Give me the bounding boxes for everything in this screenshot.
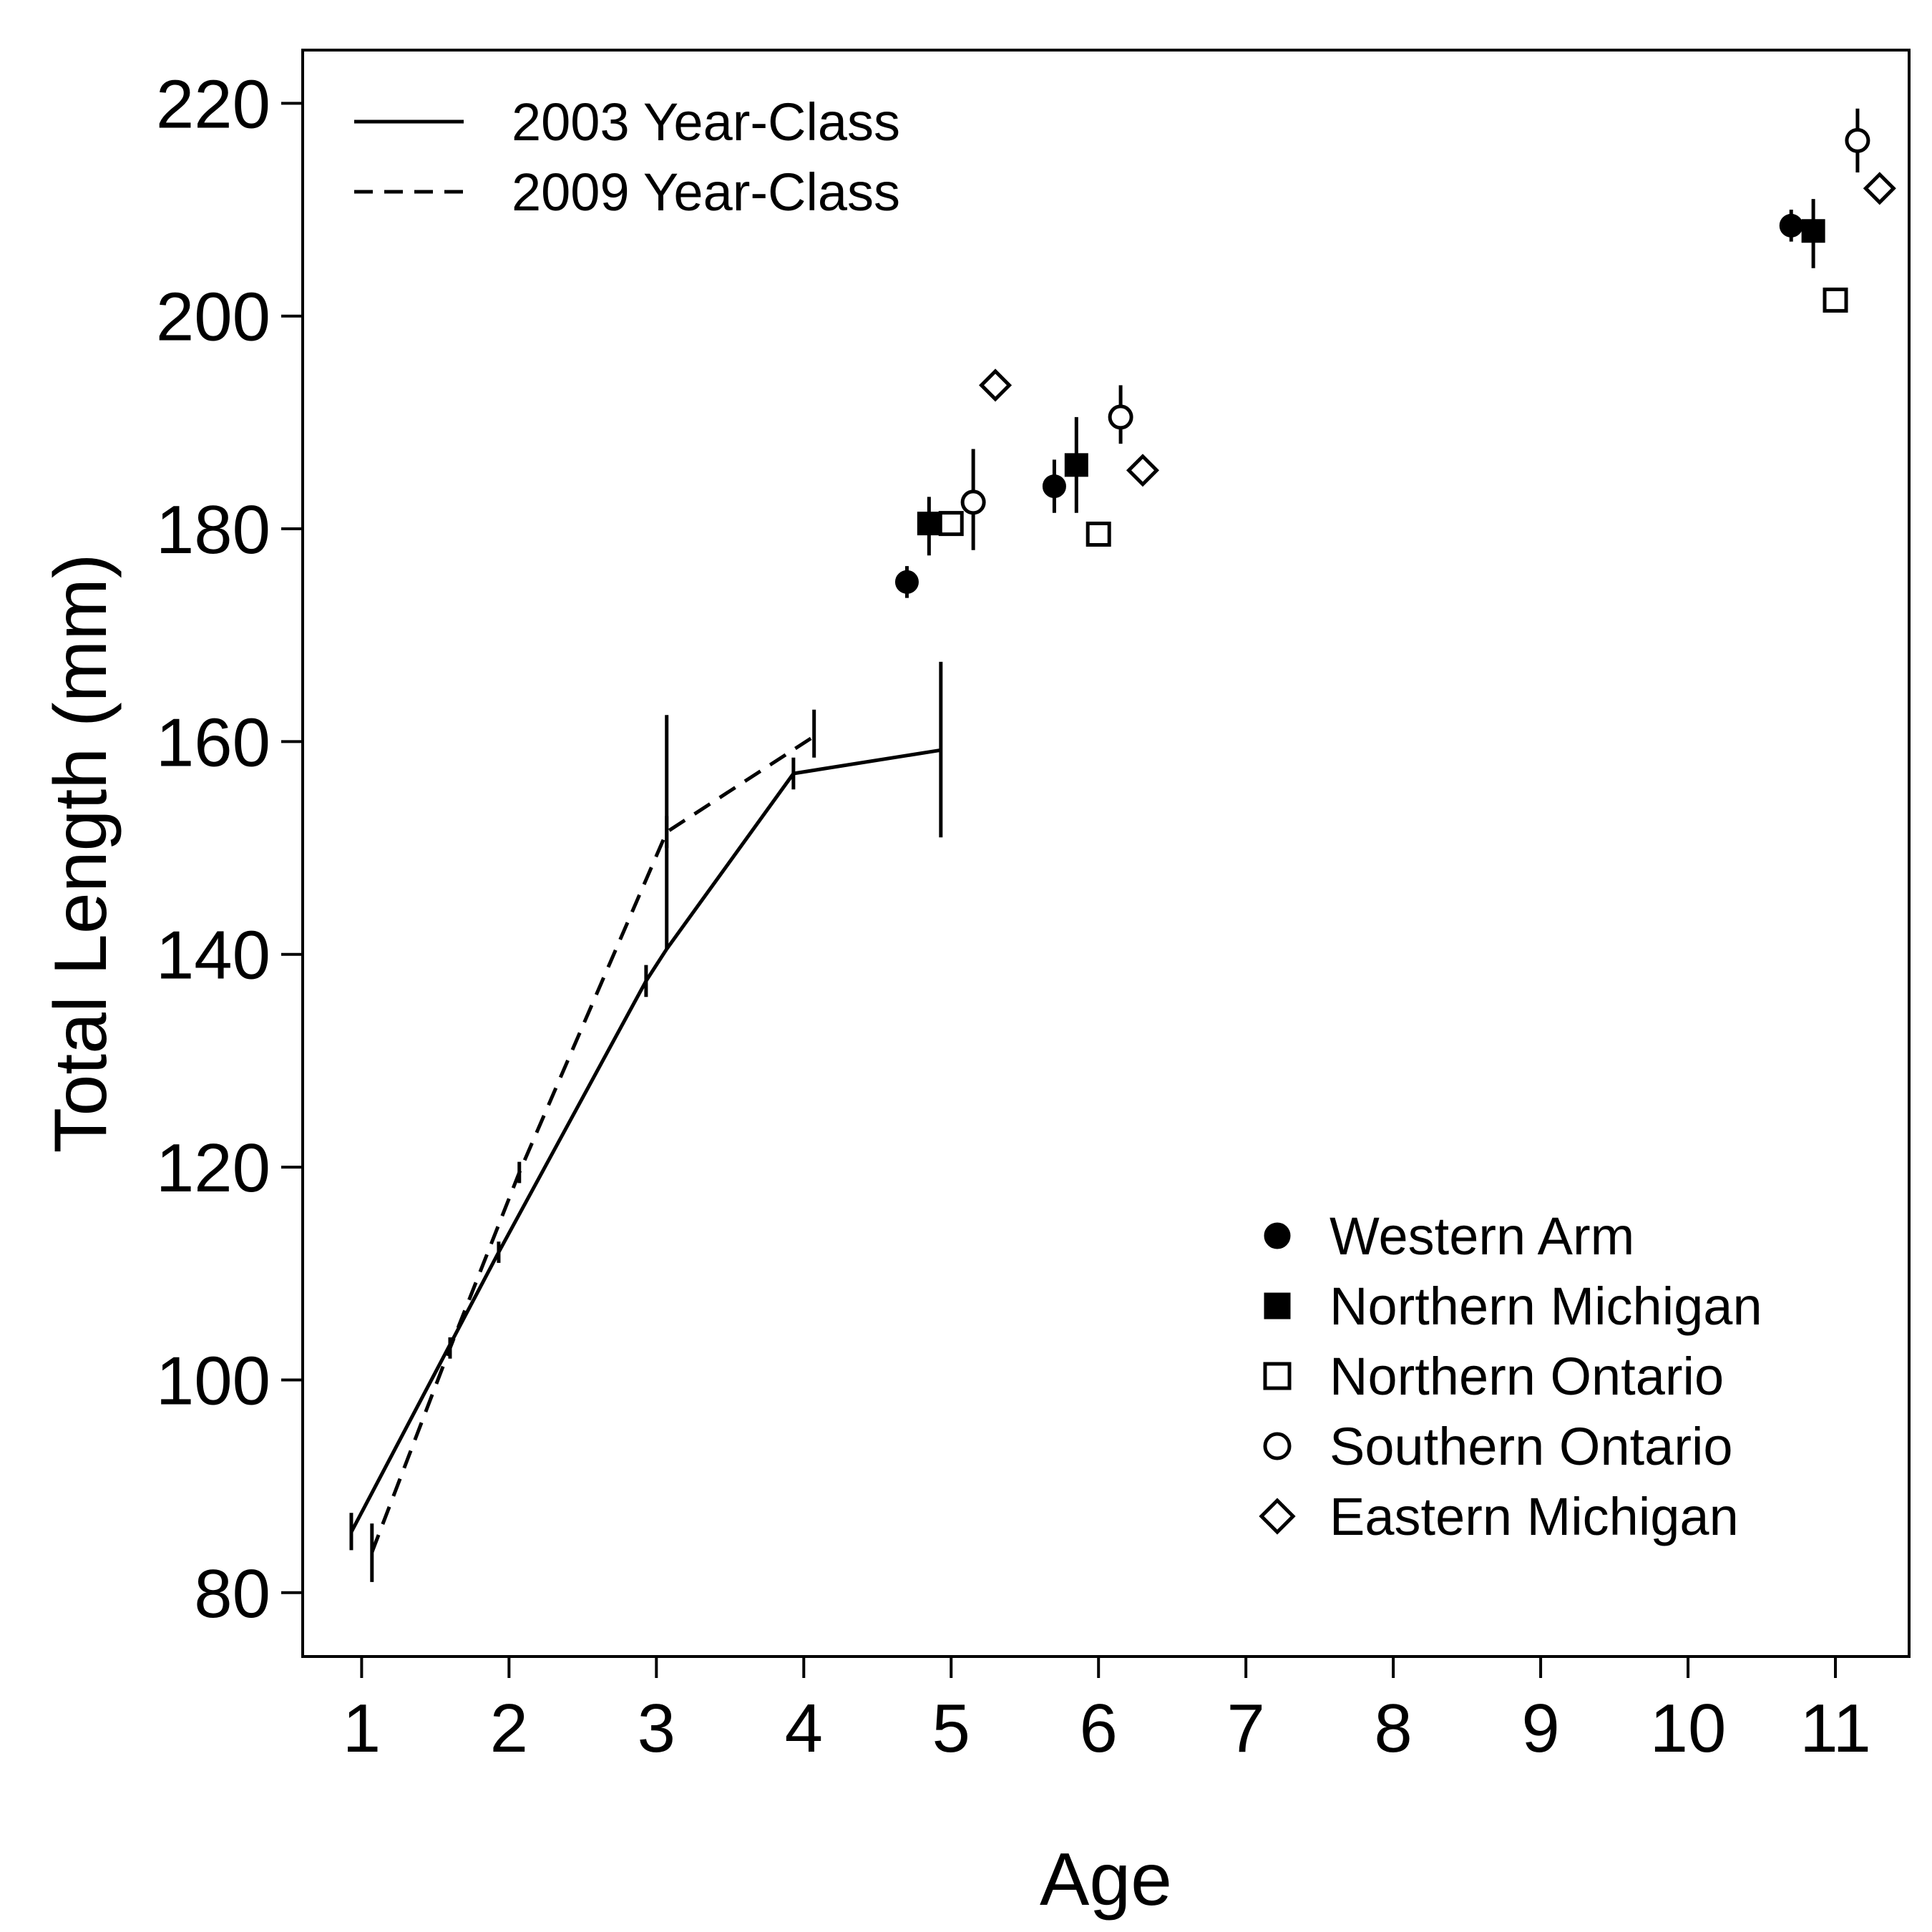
point-northern-ontario	[1085, 521, 1111, 547]
point-southern-ontario	[1845, 127, 1870, 153]
point-groups-layer	[894, 108, 1896, 598]
x-tick-label: 4	[785, 1690, 823, 1767]
x-tick-label: 10	[1650, 1690, 1727, 1767]
point-eastern-michigan	[1126, 454, 1160, 487]
x-tick-label: 7	[1226, 1690, 1264, 1767]
x-tick-label: 9	[1521, 1690, 1559, 1767]
point-western-arm	[1042, 474, 1066, 499]
legend-line-label: 2003 Year-Class	[512, 92, 900, 152]
point-northern-ontario	[1823, 287, 1848, 313]
y-tick-label: 140	[156, 917, 270, 994]
x-tick-label: 1	[343, 1690, 381, 1767]
axes: 1 2 3 4 5 6 7 8 9 10 11 80 100 120 140 160 180 200 220	[156, 49, 1911, 1767]
legend-marker	[1263, 1432, 1292, 1460]
point-southern-ontario	[1108, 404, 1133, 430]
legend-point-label: Southern Ontario	[1330, 1417, 1733, 1476]
legend: 2003 Year-Class 2009 Year-Class Western Ar…	[354, 92, 1762, 1546]
y-tick-label: 100	[156, 1342, 270, 1419]
point-northern-michigan	[1064, 453, 1088, 477]
y-tick-label: 160	[156, 704, 270, 781]
point-southern-ontario	[960, 489, 986, 515]
point-western-arm	[894, 570, 919, 594]
legend-marker	[1263, 1362, 1292, 1390]
y-tick-label: 120	[156, 1130, 270, 1206]
x-axis-title: Age	[1040, 1838, 1172, 1921]
legend-marker	[1264, 1222, 1291, 1249]
x-tick-label: 2	[490, 1690, 528, 1767]
x-tick-label: 6	[1080, 1690, 1118, 1767]
legend-marker	[1259, 1498, 1296, 1535]
line-series-layer	[349, 661, 943, 1582]
point-western-arm	[1779, 213, 1803, 238]
legend-point-label: Western Arm	[1330, 1206, 1634, 1266]
y-tick-label: 180	[156, 492, 270, 568]
x-tick-label: 3	[638, 1690, 675, 1767]
legend-point-label: Northern Ontario	[1330, 1347, 1724, 1406]
point-northern-michigan	[1801, 219, 1825, 243]
series-line-2003-year-class	[349, 748, 942, 1533]
legend-marker	[1264, 1292, 1291, 1319]
legend-point-label: Northern Michigan	[1330, 1277, 1762, 1336]
series-line-2009-year-class	[370, 734, 816, 1553]
point-northern-michigan	[917, 512, 941, 536]
legend-line-label: 2009 Year-Class	[512, 162, 900, 222]
x-tick-label: 5	[932, 1690, 970, 1767]
plot-frame	[301, 49, 1911, 1658]
point-northern-ontario	[938, 511, 964, 537]
y-axis-title: Total Length (mm)	[39, 553, 122, 1153]
y-tick-label: 200	[156, 279, 270, 356]
legend-point-label: Eastern Michigan	[1330, 1487, 1739, 1546]
point-eastern-michigan	[1863, 172, 1896, 205]
x-tick-label: 8	[1374, 1690, 1412, 1767]
y-tick-label: 80	[194, 1556, 270, 1632]
x-tick-label: 11	[1800, 1690, 1871, 1767]
y-tick-label: 220	[156, 66, 270, 142]
point-eastern-michigan	[978, 369, 1013, 402]
